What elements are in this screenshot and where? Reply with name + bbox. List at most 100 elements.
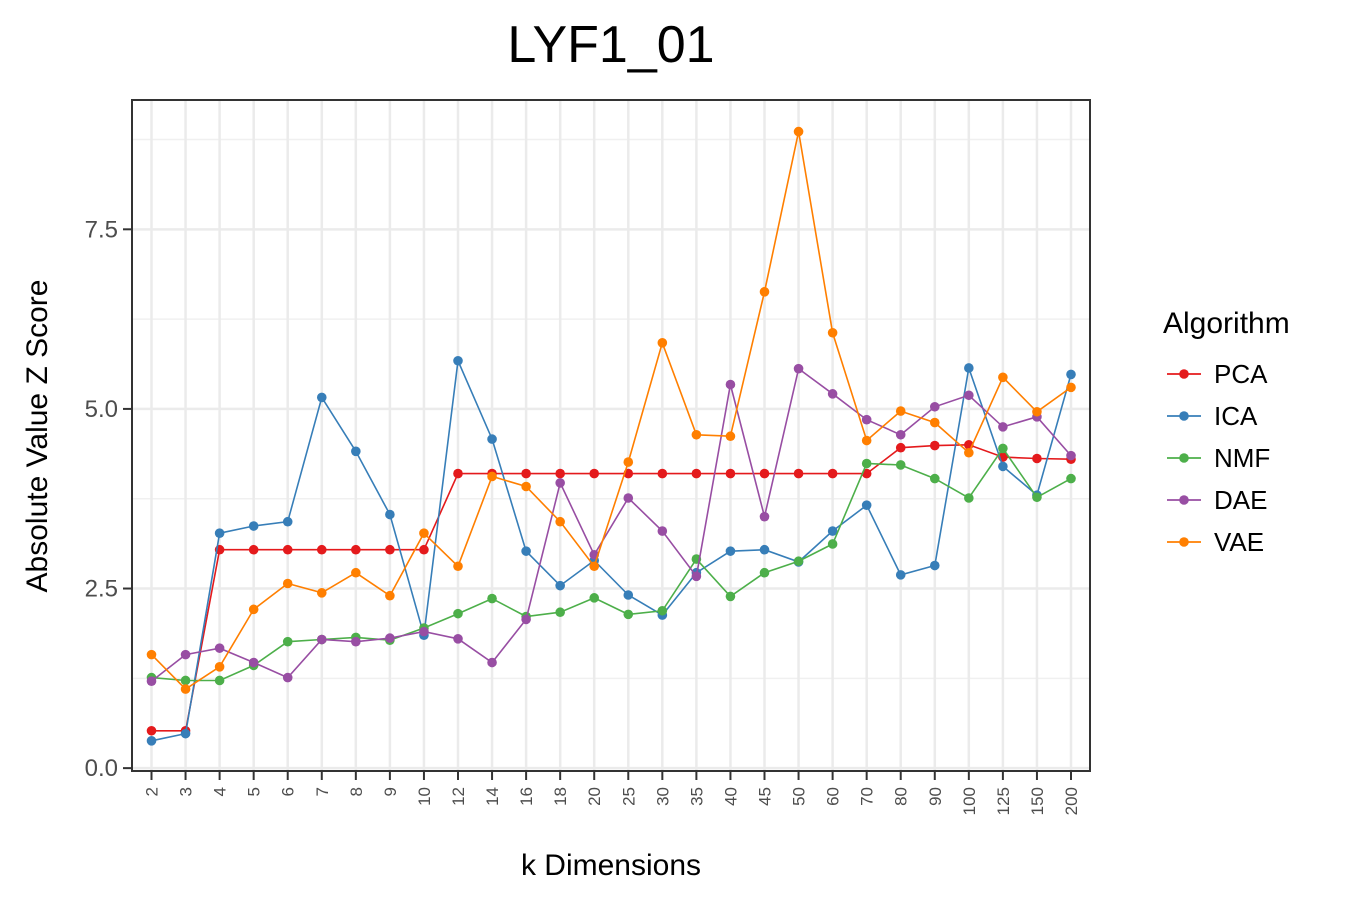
data-point: [555, 468, 565, 479]
x-tick-label: 30: [653, 787, 672, 806]
series-line: [151, 446, 1072, 682]
data-point: [759, 287, 770, 297]
series-line: [150, 131, 1072, 691]
series-dae: [146, 363, 1076, 686]
data-point: [657, 468, 668, 479]
legend-key-point: [1179, 411, 1189, 421]
x-tick-label: 50: [790, 787, 809, 806]
minor-gridlines: [132, 138, 1090, 680]
y-tick-label: 5.0: [85, 396, 118, 423]
data-point: [929, 417, 940, 428]
data-point: [623, 457, 634, 467]
data-point: [725, 431, 736, 442]
data-point: [316, 588, 327, 598]
data-point: [351, 567, 361, 578]
data-point: [929, 560, 940, 571]
series-line: [151, 443, 1072, 732]
x-tick-label: 12: [449, 787, 468, 806]
legend: Algorithm PCA ICA NMF DAE VAE: [1163, 307, 1290, 557]
data-point: [419, 528, 429, 539]
x-tick-label: 150: [1028, 787, 1047, 815]
data-point: [180, 649, 191, 660]
x-tick-label: 60: [824, 787, 843, 806]
y-tick-label: 2.5: [85, 576, 118, 603]
data-point: [385, 509, 395, 520]
series-line: [151, 367, 1072, 682]
data-point: [555, 516, 565, 527]
data-point: [827, 539, 838, 549]
legend-item-vae: VAE: [1167, 527, 1264, 557]
x-tick-label: 80: [892, 787, 911, 806]
data-point: [453, 608, 463, 619]
x-tick-label: 35: [687, 787, 706, 806]
data-point: [895, 406, 906, 416]
legend-key-point: [1179, 369, 1189, 379]
data-point: [180, 675, 191, 686]
data-point: [725, 591, 736, 602]
data-point: [521, 614, 531, 625]
data-point: [589, 593, 600, 603]
data-point: [964, 447, 974, 458]
data-point: [1066, 369, 1076, 380]
data-point: [964, 390, 974, 401]
data-point: [657, 338, 668, 348]
data-point: [282, 636, 293, 647]
data-point: [453, 634, 463, 644]
data-point: [521, 468, 531, 479]
legend-key-point: [1179, 495, 1189, 505]
data-point: [248, 544, 259, 555]
x-tick-label: 90: [926, 787, 945, 806]
data-point: [282, 516, 293, 527]
data-point: [623, 493, 634, 503]
x-axis-title: k Dimensions: [521, 849, 701, 882]
data-point: [725, 546, 736, 556]
data-point: [146, 736, 157, 746]
data-point: [1032, 453, 1042, 464]
data-point: [1066, 450, 1076, 461]
data-point: [487, 593, 497, 604]
x-tick-label: 18: [551, 787, 570, 806]
data-point: [964, 363, 974, 373]
data-point: [146, 725, 157, 736]
x-tick-label: 10: [415, 787, 434, 806]
data-point: [282, 578, 293, 589]
data-point: [487, 471, 497, 482]
data-point: [827, 389, 838, 399]
data-point: [316, 544, 327, 555]
data-point: [248, 604, 259, 615]
data-point: [180, 684, 191, 694]
data-point: [895, 460, 906, 470]
data-point: [759, 468, 770, 479]
data-point: [487, 434, 497, 444]
data-point: [316, 392, 327, 403]
data-point: [282, 672, 293, 683]
x-tick-label: 8: [347, 787, 366, 796]
x-axis: 2 3 4 5 6 7 8 9 10 12 14 16 18 20 25 30 35 40 45 50 60 70 80 90…: [143, 771, 1081, 815]
data-point: [623, 590, 634, 600]
data-point: [521, 481, 531, 492]
x-tick-label: 25: [619, 787, 638, 806]
data-point: [1032, 406, 1042, 417]
data-point: [453, 561, 463, 572]
legend-key-point: [1179, 537, 1189, 547]
data-point: [861, 500, 872, 510]
legend-item-ica: ICA: [1167, 401, 1258, 431]
plot-panel-border: [131, 99, 1091, 772]
data-point: [861, 458, 872, 469]
x-tick-label: 200: [1062, 787, 1081, 815]
data-point: [964, 493, 974, 503]
data-point: [929, 401, 940, 412]
legend-key-point: [1179, 453, 1189, 463]
data-point: [861, 414, 872, 425]
series-vae: [146, 126, 1076, 694]
data-point: [657, 605, 668, 616]
data-point: [351, 636, 361, 647]
data-point: [929, 473, 940, 484]
data-point: [691, 429, 702, 440]
data-point: [146, 676, 157, 686]
data-point: [895, 442, 906, 453]
legend-title: Algorithm: [1163, 307, 1290, 340]
x-tick-label: 9: [381, 787, 400, 796]
data-point: [759, 511, 770, 522]
